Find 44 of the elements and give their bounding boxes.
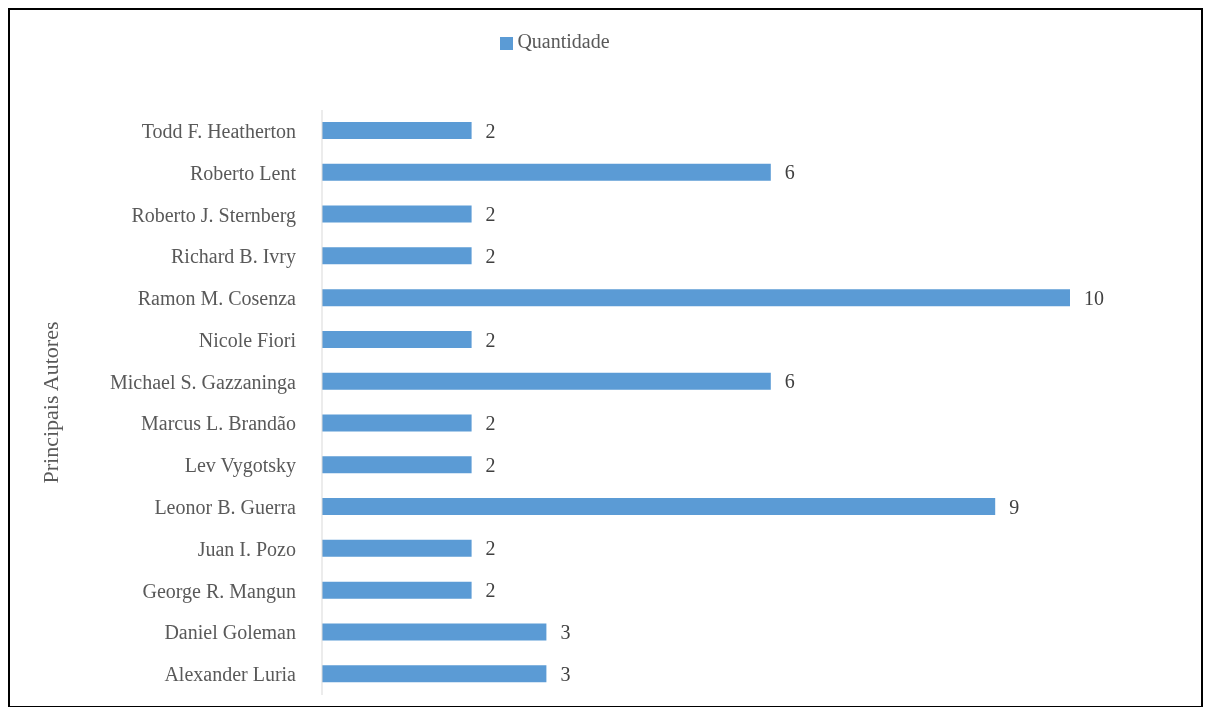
data-label: 2 [485,203,496,226]
bar [322,372,771,390]
y-tick-label: Leonor B. Guerra [154,496,297,519]
bar [322,205,472,223]
bar [322,581,472,599]
y-tick-label: Alexander Luria [164,663,297,686]
data-label: 3 [560,662,571,685]
bar [322,247,472,265]
y-axis-title: Principais Autores [37,321,63,484]
y-tick-label: Richard B. Ivry [171,245,296,269]
data-label: 2 [485,119,496,142]
data-label: 2 [485,244,496,267]
y-tick-label: Daniel Goleman [164,621,296,644]
y-tick-label: Marcus L. Brandão [141,412,296,435]
y-tick-label: Lev Vygotsky [184,454,296,478]
bar [322,122,472,139]
y-tick-label: Roberto J. Sternberg [131,203,296,227]
data-label: 2 [485,328,496,351]
data-label: 6 [784,370,795,393]
bar [322,665,547,683]
bar [322,623,547,641]
data-label: 10 [1084,286,1104,309]
data-label: 6 [784,161,795,184]
y-tick-label: Juan I. Pozo [197,537,296,560]
bar [322,498,996,516]
data-label: 2 [485,579,496,602]
data-label: 3 [560,621,571,644]
y-tick-label: Nicole Fiori [198,328,297,351]
data-label: 2 [485,453,496,476]
bar [322,539,472,557]
y-tick-label: Ramon M. Cosenza [137,287,297,310]
y-tick-label: Roberto Lent [189,161,297,184]
data-label: 2 [485,412,496,435]
legend-label: Quantidade [517,30,610,52]
data-label: 2 [485,537,496,560]
bar [322,456,472,474]
bar [322,163,771,181]
bar [322,414,472,432]
bar [322,330,472,348]
y-tick-label: Todd F. Heatherton [141,119,296,142]
y-tick-label: Michael S. Gazzaninga [109,370,297,394]
y-tick-label: George R. Mangun [142,579,296,603]
data-label: 9 [1009,495,1020,518]
bar [322,289,1070,307]
